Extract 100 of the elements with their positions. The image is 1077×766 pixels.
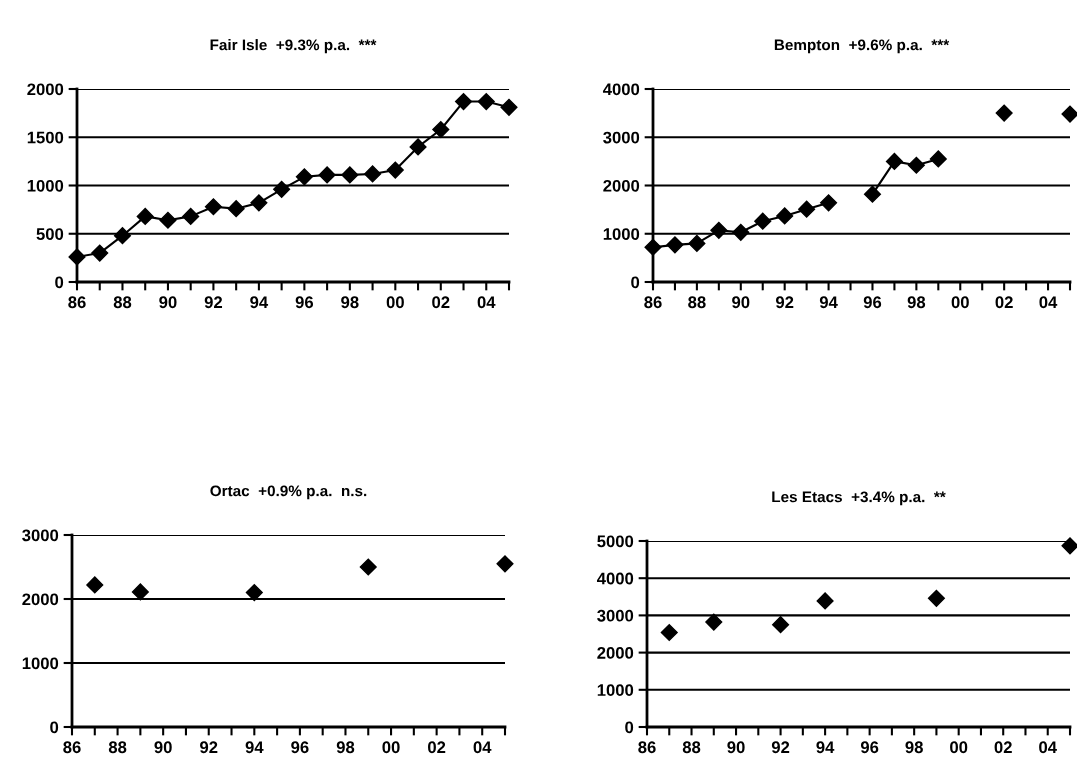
point bbox=[710, 221, 728, 239]
point bbox=[798, 200, 816, 218]
point bbox=[131, 583, 149, 601]
point bbox=[754, 212, 772, 230]
point bbox=[136, 207, 154, 225]
x-tick-label: 02 bbox=[428, 741, 446, 754]
point bbox=[776, 207, 794, 225]
x-tick-label: 96 bbox=[863, 296, 882, 309]
point bbox=[1061, 105, 1077, 123]
y-tick-label: 2000 bbox=[603, 179, 640, 192]
point bbox=[86, 576, 104, 594]
point bbox=[732, 223, 750, 241]
x-tick-label: 92 bbox=[204, 296, 223, 309]
x-tick-label: 00 bbox=[951, 296, 969, 309]
point bbox=[91, 244, 109, 262]
x-tick-label: 04 bbox=[477, 296, 496, 309]
point bbox=[929, 150, 947, 168]
point bbox=[644, 238, 662, 256]
y-tick-label: 500 bbox=[36, 228, 64, 240]
point bbox=[995, 104, 1013, 122]
point bbox=[816, 592, 834, 610]
point bbox=[1061, 537, 1077, 555]
x-tick-label: 86 bbox=[63, 741, 81, 754]
x-tick-label: 86 bbox=[644, 296, 662, 309]
x-tick-label: 90 bbox=[154, 741, 172, 754]
y-tick-label: 1500 bbox=[27, 131, 64, 144]
y-tick-label: 4000 bbox=[602, 83, 640, 96]
x-tick-label: 96 bbox=[860, 741, 879, 754]
x-tick-label: 00 bbox=[386, 296, 404, 309]
x-tick-label: 98 bbox=[336, 741, 355, 754]
y-tick-label: 3000 bbox=[603, 131, 640, 144]
point bbox=[496, 555, 514, 573]
point bbox=[227, 200, 245, 218]
point bbox=[477, 92, 495, 111]
y-tick-label: 2000 bbox=[27, 83, 64, 96]
point bbox=[318, 166, 336, 184]
x-tick-label: 04 bbox=[1039, 296, 1058, 309]
x-tick-label: 90 bbox=[727, 741, 745, 754]
y-tick-label: 3000 bbox=[22, 529, 59, 542]
y-tick-label: 2000 bbox=[22, 593, 59, 606]
point bbox=[182, 207, 200, 225]
point bbox=[863, 185, 882, 203]
point bbox=[359, 558, 377, 576]
y-tick-label: 1000 bbox=[603, 228, 640, 240]
x-tick-label: 98 bbox=[341, 296, 359, 309]
x-tick-label: 00 bbox=[382, 741, 400, 754]
x-tick-label: 92 bbox=[775, 296, 794, 309]
point bbox=[68, 248, 86, 266]
point bbox=[885, 152, 903, 170]
x-tick-label: 88 bbox=[688, 296, 706, 309]
x-tick-label: 00 bbox=[950, 741, 968, 754]
point bbox=[159, 211, 177, 229]
x-tick-label: 88 bbox=[113, 296, 132, 309]
point bbox=[245, 584, 263, 602]
x-tick-label: 88 bbox=[108, 741, 127, 754]
x-tick-label: 94 bbox=[816, 741, 835, 754]
x-tick-label: 02 bbox=[995, 296, 1013, 309]
x-tick-label: 92 bbox=[771, 741, 790, 754]
y-tick-label: 1000 bbox=[27, 179, 64, 192]
y-tick-label: 3000 bbox=[597, 609, 634, 622]
x-tick-label: 94 bbox=[250, 296, 269, 309]
point bbox=[204, 198, 222, 216]
x-tick-label: 94 bbox=[245, 741, 264, 754]
point bbox=[927, 589, 945, 607]
x-tick-label: 90 bbox=[159, 296, 177, 309]
point bbox=[772, 616, 790, 634]
point bbox=[660, 623, 678, 642]
point bbox=[907, 156, 925, 174]
x-tick-label: 92 bbox=[200, 741, 218, 754]
point bbox=[820, 194, 838, 212]
x-tick-label: 04 bbox=[1039, 741, 1057, 754]
x-tick-label: 98 bbox=[905, 741, 923, 754]
y-tick-label: 1000 bbox=[597, 684, 634, 696]
x-tick-label: 96 bbox=[295, 296, 314, 309]
point bbox=[341, 166, 359, 184]
point bbox=[409, 138, 427, 156]
x-tick-label: 90 bbox=[732, 296, 750, 309]
chart-title: Bempton +9.6% p.a. *** bbox=[774, 39, 950, 54]
point bbox=[705, 613, 723, 631]
x-tick-label: 04 bbox=[473, 741, 492, 754]
point bbox=[113, 227, 132, 245]
chart-title: Ortac +0.9% p.a. n.s. bbox=[210, 485, 367, 500]
point bbox=[295, 168, 313, 186]
y-tick-label: 1000 bbox=[22, 657, 59, 670]
x-tick-label: 98 bbox=[907, 296, 926, 309]
chart-title: Les Etacs +3.4% p.a. ** bbox=[772, 491, 946, 506]
point bbox=[500, 98, 518, 116]
x-tick-label: 96 bbox=[291, 741, 309, 754]
point bbox=[273, 180, 291, 198]
x-tick-label: 86 bbox=[68, 296, 86, 309]
point bbox=[250, 194, 268, 212]
point bbox=[432, 120, 450, 139]
x-tick-label: 88 bbox=[682, 741, 701, 754]
y-tick-label: 0 bbox=[625, 721, 634, 734]
point bbox=[386, 161, 404, 179]
y-tick-label: 4000 bbox=[596, 572, 634, 585]
x-tick-label: 02 bbox=[432, 296, 450, 309]
y-tick-label: 2000 bbox=[597, 647, 634, 659]
y-tick-label: 0 bbox=[631, 276, 640, 289]
point bbox=[666, 236, 684, 254]
